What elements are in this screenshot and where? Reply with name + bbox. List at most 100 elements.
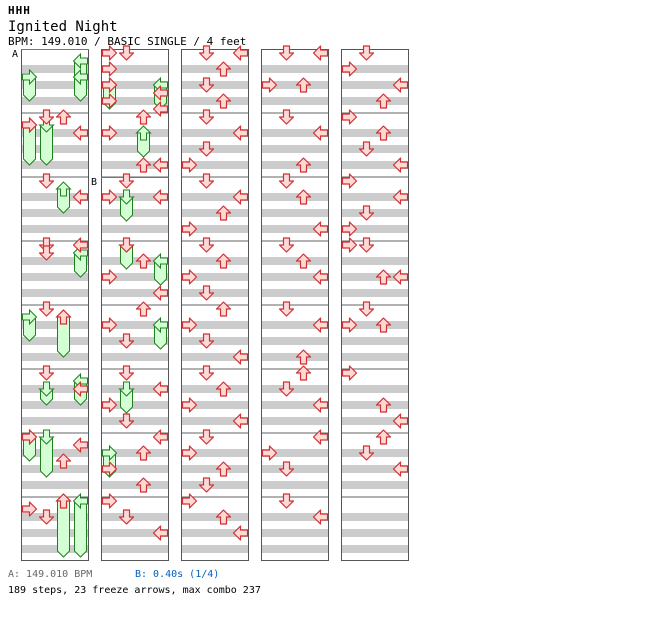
site-logo: HHH	[8, 4, 31, 17]
up-arrow-icon	[215, 301, 232, 317]
down-arrow-icon	[38, 245, 55, 261]
right-arrow-icon	[312, 45, 329, 61]
right-arrow-icon	[232, 525, 249, 541]
right-arrow-icon	[152, 189, 169, 205]
up-arrow-icon	[215, 93, 232, 109]
right-arrow-icon	[312, 269, 329, 285]
freeze-arrow	[72, 492, 88, 558]
right-arrow-icon	[392, 189, 409, 205]
left-arrow-icon	[101, 93, 118, 109]
down-arrow-icon	[358, 141, 375, 157]
freeze-arrow	[135, 125, 152, 158]
down-arrow-icon	[38, 509, 55, 525]
left-arrow-icon	[341, 317, 358, 333]
left-arrow-icon	[181, 397, 198, 413]
left-arrow-icon	[181, 221, 198, 237]
up-arrow-icon	[215, 461, 232, 477]
left-arrow-icon	[101, 77, 118, 93]
left-arrow-icon	[341, 109, 358, 125]
down-arrow-icon	[198, 77, 215, 93]
down-arrow-icon	[198, 45, 215, 61]
down-arrow-icon	[198, 333, 215, 349]
down-arrow-icon	[118, 413, 135, 429]
left-arrow-icon	[101, 189, 118, 205]
up-arrow-icon	[215, 381, 232, 397]
right-arrow-icon	[232, 189, 249, 205]
down-arrow-icon	[198, 109, 215, 125]
left-arrow-icon	[181, 269, 198, 285]
down-arrow-icon	[278, 45, 295, 61]
song-title: Ignited Night	[8, 19, 118, 35]
down-arrow-icon	[118, 365, 135, 381]
up-arrow-icon	[135, 109, 152, 125]
down-arrow-icon	[278, 493, 295, 509]
left-arrow-icon	[21, 501, 38, 517]
left-arrow-icon	[181, 157, 198, 173]
chart-stats: 189 steps, 23 freeze arrows, max combo 2…	[8, 585, 261, 596]
down-arrow-icon	[198, 429, 215, 445]
up-arrow-icon	[295, 157, 312, 173]
left-arrow-icon	[101, 269, 118, 285]
right-arrow-icon	[152, 285, 169, 301]
left-arrow-icon	[21, 117, 38, 133]
freeze-arrow	[38, 381, 55, 406]
left-arrow-icon	[341, 61, 358, 77]
up-arrow-icon	[215, 509, 232, 525]
right-arrow-icon	[232, 349, 249, 365]
chart-column-1	[21, 49, 89, 561]
up-arrow-icon	[375, 317, 392, 333]
right-arrow-icon	[152, 381, 169, 397]
left-arrow-icon	[341, 365, 358, 381]
down-arrow-icon	[38, 173, 55, 189]
freeze-arrow	[72, 244, 88, 278]
down-arrow-icon	[118, 509, 135, 525]
down-arrow-icon	[38, 301, 55, 317]
marker-a-label: A	[12, 49, 18, 60]
right-arrow-icon	[392, 269, 409, 285]
up-arrow-icon	[295, 349, 312, 365]
freeze-arrow	[22, 308, 38, 342]
up-arrow-icon	[215, 61, 232, 77]
down-arrow-icon	[278, 237, 295, 253]
right-arrow-icon	[312, 221, 329, 237]
up-arrow-icon	[375, 397, 392, 413]
up-arrow-icon	[375, 125, 392, 141]
up-arrow-icon	[135, 157, 152, 173]
up-arrow-icon	[135, 301, 152, 317]
down-arrow-icon	[118, 237, 135, 253]
up-arrow-icon	[375, 429, 392, 445]
right-arrow-icon	[72, 189, 89, 205]
left-arrow-icon	[101, 125, 118, 141]
right-arrow-icon	[392, 77, 409, 93]
freeze-arrow	[118, 189, 135, 222]
down-arrow-icon	[358, 301, 375, 317]
right-arrow-icon	[152, 85, 169, 101]
up-arrow-icon	[215, 253, 232, 269]
freeze-arrow	[152, 316, 168, 350]
right-arrow-icon	[232, 413, 249, 429]
marker-b-label: B	[91, 177, 97, 188]
up-arrow-icon	[295, 253, 312, 269]
left-arrow-icon	[101, 493, 118, 509]
down-arrow-icon	[118, 173, 135, 189]
right-arrow-icon	[72, 125, 89, 141]
left-arrow-icon	[101, 461, 118, 477]
down-arrow-icon	[38, 109, 55, 125]
right-arrow-icon	[152, 101, 169, 117]
step-chart: AB	[12, 45, 409, 561]
up-arrow-icon	[55, 309, 72, 325]
up-arrow-icon	[55, 493, 72, 509]
up-arrow-icon	[295, 365, 312, 381]
down-arrow-icon	[358, 237, 375, 253]
chart-column-3	[181, 49, 249, 561]
down-arrow-icon	[198, 141, 215, 157]
chart-column-2	[101, 49, 169, 561]
chart-column-5	[341, 49, 409, 561]
down-arrow-icon	[198, 285, 215, 301]
right-arrow-icon	[72, 381, 89, 397]
right-arrow-icon	[312, 397, 329, 413]
left-arrow-icon	[181, 445, 198, 461]
right-arrow-icon	[312, 509, 329, 525]
down-arrow-icon	[198, 173, 215, 189]
right-arrow-icon	[312, 429, 329, 445]
